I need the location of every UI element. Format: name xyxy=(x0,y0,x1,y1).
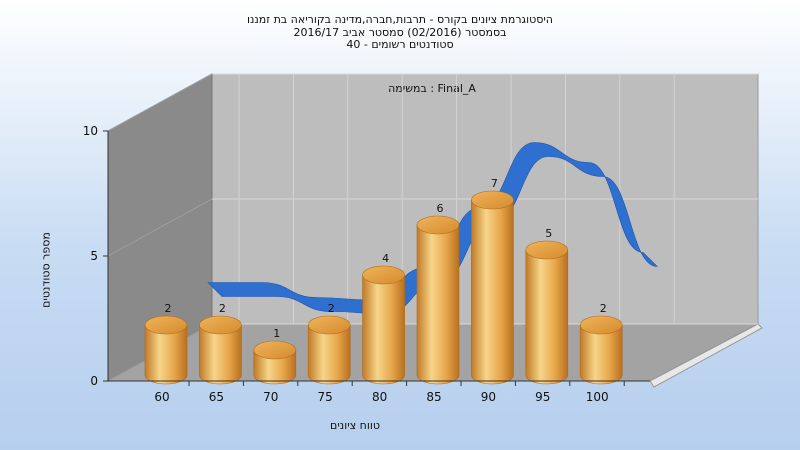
bar-85: 6 xyxy=(416,202,460,385)
bar-100: 2 xyxy=(579,302,623,385)
bar-75: 2 xyxy=(307,302,351,385)
floor-edge xyxy=(649,323,763,388)
x-tick-label-75: 75 xyxy=(318,390,333,404)
x-tick-label-60: 60 xyxy=(154,390,169,404)
chart-annotation: במשימה : Final_A xyxy=(388,82,476,95)
bar-top-90 xyxy=(471,190,514,210)
bar-value-label-65: 2 xyxy=(219,302,226,315)
x-tick-label-80: 80 xyxy=(372,390,387,404)
bar-body-70 xyxy=(253,349,297,385)
gridline-side-2 xyxy=(107,73,213,132)
bar-95: 5 xyxy=(525,227,569,385)
bar-body-90 xyxy=(471,199,514,385)
bar-value-label-90: 7 xyxy=(491,177,498,190)
bar-value-label-60: 2 xyxy=(165,302,172,315)
bar-top-80 xyxy=(362,265,405,285)
bar-value-label-95: 5 xyxy=(545,227,552,240)
bar-top-100 xyxy=(579,315,623,335)
chart-title-line-3: סטודנטים רשומים - 40 xyxy=(346,38,454,51)
bar-top-65 xyxy=(199,315,242,335)
bar-80: 4 xyxy=(362,252,405,385)
x-tick-label-85: 85 xyxy=(426,390,441,404)
bar-body-85 xyxy=(416,224,460,385)
bar-value-label-75: 2 xyxy=(328,302,335,315)
gridline-side-1 xyxy=(107,198,213,257)
bar-body-95 xyxy=(525,249,569,385)
y-tick-label-5: 5 xyxy=(90,249,98,263)
bar-top-60 xyxy=(144,315,188,335)
bar-value-label-70: 1 xyxy=(273,327,280,340)
x-axis-label: טווח ציונים xyxy=(330,419,380,432)
bar-body-80 xyxy=(362,274,405,385)
bar-top-95 xyxy=(525,240,569,260)
x-tick-label-95: 95 xyxy=(535,390,550,404)
x-tick-label-65: 65 xyxy=(209,390,224,404)
bar-series: 2 2 1 2 4 6 7 5 2 xyxy=(144,177,623,385)
bar-90: 7 xyxy=(471,177,514,385)
y-tick-label-10: 10 xyxy=(83,124,98,138)
bar-value-label-80: 4 xyxy=(382,252,389,265)
x-tick-label-90: 90 xyxy=(481,390,496,404)
chart-title-line-1: היסטוגרמת ציונים בקורס - תרבות,חברה,מדינ… xyxy=(247,13,553,26)
x-tick-label-70: 70 xyxy=(263,390,278,404)
x-tick-label-100: 100 xyxy=(586,390,609,404)
bar-65: 2 xyxy=(199,302,242,385)
bar-top-85 xyxy=(416,215,460,235)
y-tick-label-0: 0 xyxy=(90,374,98,388)
bar-body-75 xyxy=(307,324,351,385)
bar-top-70 xyxy=(253,340,297,360)
bar-value-label-85: 6 xyxy=(437,202,444,215)
bar-body-100 xyxy=(579,324,623,385)
y-axis-label: מספר סטודנטים xyxy=(39,232,53,308)
bar-body-65 xyxy=(199,324,242,385)
chart-title-line-2: בסמסטר (02/2016) סמסטר אביב 2016/17 xyxy=(293,26,507,39)
bar-70: 1 xyxy=(253,327,297,385)
bar-value-label-100: 2 xyxy=(600,302,607,315)
bar-60: 2 xyxy=(144,302,188,385)
bar-top-75 xyxy=(307,315,351,335)
bar-body-60 xyxy=(144,324,188,385)
